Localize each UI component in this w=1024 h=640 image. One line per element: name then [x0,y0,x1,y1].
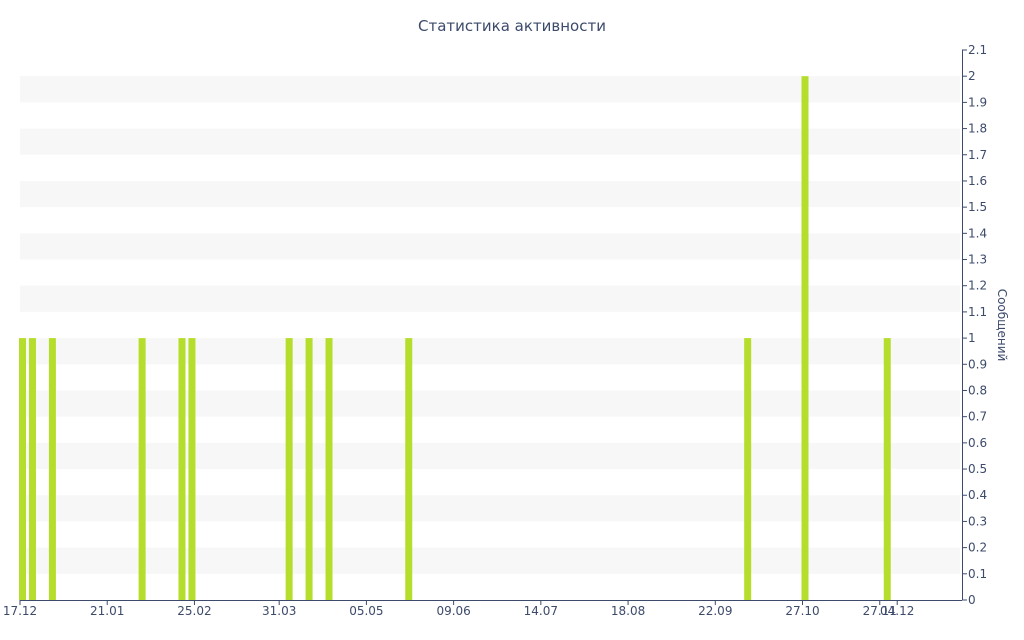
x-tick-label: 22.09 [698,604,732,618]
grid-band [20,495,960,522]
grid-band [20,547,960,574]
y-tick-label: 0.9 [968,357,987,371]
x-tick-label: 31.03 [262,604,296,618]
y-tick-label: 1.5 [968,200,987,214]
y-tick-label: 1.2 [968,279,987,293]
y-tick-label: 0.8 [968,383,987,397]
bar[interactable] [28,338,36,600]
grid-band [20,390,960,417]
bar[interactable] [138,338,146,600]
grid-band [20,285,960,312]
y-tick-label: 0.7 [968,410,987,424]
x-tick-label: 04.12 [880,604,914,618]
bar[interactable] [285,338,293,600]
chart-title: Статистика активности [418,17,606,35]
x-tick-label: 25.02 [177,604,211,618]
y-axis-label: Сообщений [995,289,1009,362]
x-tick-label: 17.12 [3,604,37,618]
y-axis: 0 0.1 0.2 0.3 0.4 0.5 0.6 0.7 0.8 0.9 1 1.1 1.2 1.3 1.… [962,43,987,607]
grid-band [20,233,960,260]
x-tick-label: 09.06 [436,604,470,618]
bar[interactable] [883,338,891,600]
bar[interactable] [405,338,413,600]
grid-band [20,442,960,470]
y-tick-label: 0.3 [968,514,987,528]
bar[interactable] [744,338,752,600]
y-tick-label: 0.2 [968,541,987,555]
grid-band [20,180,960,208]
x-tick-label: 14.07 [524,604,558,618]
x-tick-label: 21.01 [90,604,124,618]
bar[interactable] [18,338,26,600]
y-tick-label: 1.1 [968,305,987,319]
grid-band [20,128,960,155]
y-tick-label: 0.1 [968,567,987,581]
y-tick-label: 2.1 [968,43,987,57]
y-tick-label: 1 [968,331,976,345]
bar[interactable] [305,338,313,600]
grid-band [20,338,960,365]
y-tick-label: 1.6 [968,174,987,188]
bar[interactable] [48,338,56,600]
y-tick-label: 0.4 [968,488,987,502]
bar[interactable] [801,76,809,600]
x-tick-label: 27.11 [863,604,897,618]
grid-band [20,76,960,103]
bars-group [18,76,891,600]
x-tick-label: 05.05 [349,604,383,618]
y-tick-label: 1.8 [968,122,987,136]
y-tick-label: 1.9 [968,95,987,109]
bar[interactable] [188,338,196,600]
bar[interactable] [325,338,333,600]
y-tick-label: 1.7 [968,148,987,162]
bar[interactable] [178,338,186,600]
y-tick-label: 0 [968,593,976,607]
y-tick-label: 1.4 [968,226,987,240]
y-tick-label: 2 [968,69,976,83]
x-axis: 17.12 21.01 25.02 31.03 05.05 09.06 14.07 18.08… [3,600,962,618]
x-tick-label: 18.08 [611,604,645,618]
y-tick-label: 0.5 [968,462,987,476]
y-tick-label: 1.3 [968,253,987,267]
x-tick-label: 27.10 [785,604,819,618]
y-tick-label: 0.6 [968,436,987,450]
